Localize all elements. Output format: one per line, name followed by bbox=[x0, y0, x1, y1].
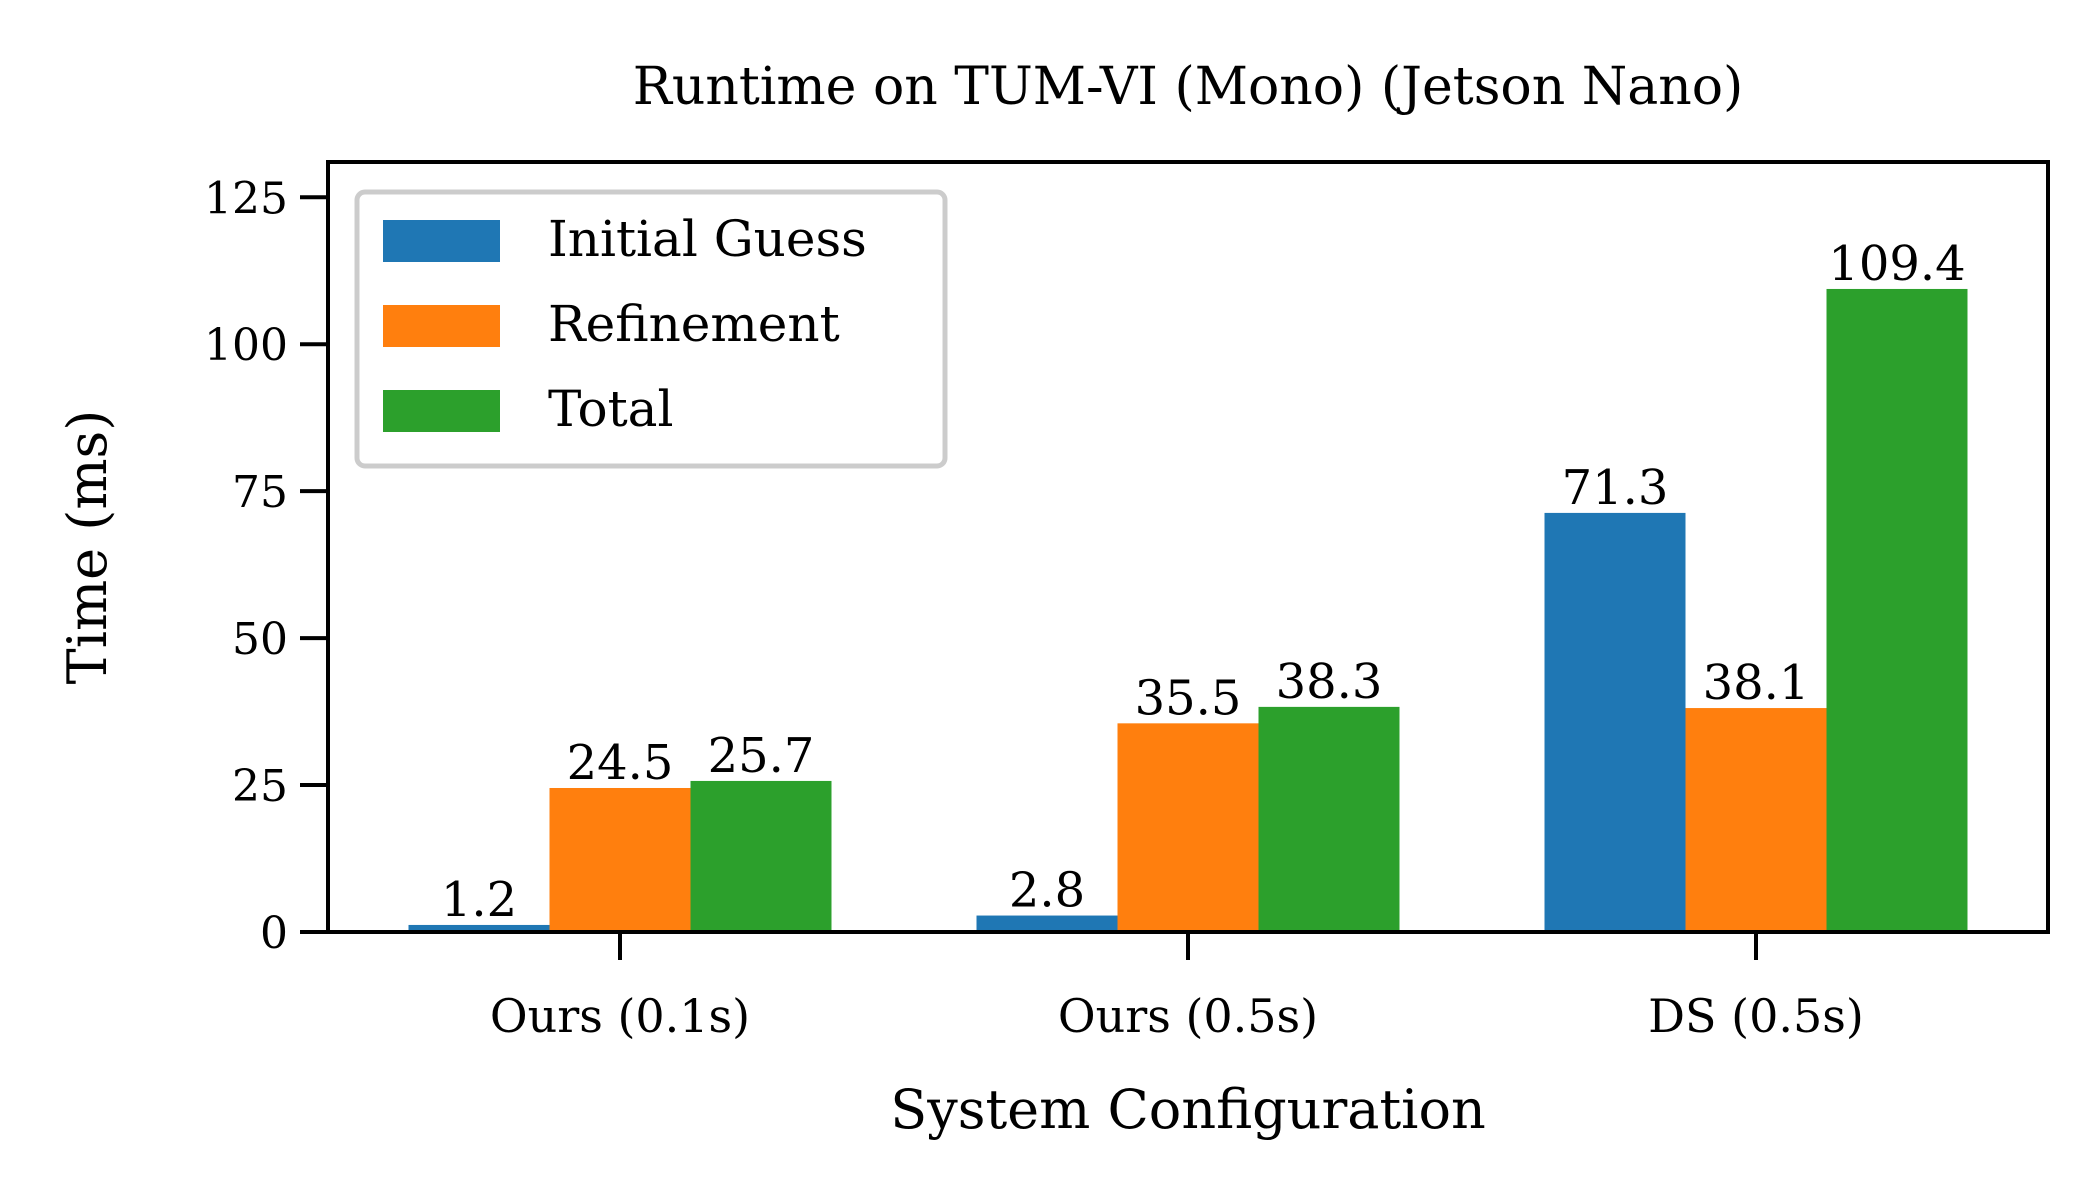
legend-label: Initial Guess bbox=[548, 210, 867, 268]
x-axis: Ours (0.1s) Ours (0.5s) DS (0.5s) bbox=[490, 932, 1864, 1043]
bar bbox=[1117, 723, 1259, 932]
bar-value-label: 38.3 bbox=[1276, 654, 1383, 710]
x-tick-label: DS (0.5s) bbox=[1648, 989, 1864, 1043]
bar-value-label: 35.5 bbox=[1135, 670, 1242, 726]
x-axis-label: System Configuration bbox=[890, 1078, 1485, 1141]
y-tick-label: 100 bbox=[204, 320, 288, 371]
bar-value-label: 38.1 bbox=[1703, 655, 1810, 711]
y-axis: 0 25 50 75 100 125 bbox=[204, 173, 328, 959]
y-axis-label: Time (ms) bbox=[56, 410, 119, 685]
bars-group bbox=[408, 288, 1968, 933]
legend-swatch bbox=[383, 305, 500, 347]
legend-label: Total bbox=[548, 380, 673, 438]
y-tick-label: 0 bbox=[260, 908, 288, 959]
x-tick-label: Ours (0.1s) bbox=[490, 989, 750, 1043]
y-tick-label: 50 bbox=[232, 614, 288, 665]
x-tick-label: Ours (0.5s) bbox=[1058, 989, 1318, 1043]
bar bbox=[1258, 706, 1400, 932]
bar-value-labels: 1.2 2.8 71.3 24.5 35.5 38.1 25.7 38.3 109.4 bbox=[441, 236, 1966, 928]
legend-swatch bbox=[383, 220, 500, 262]
y-tick-label: 25 bbox=[232, 761, 288, 812]
bar bbox=[549, 787, 691, 932]
y-tick-label: 75 bbox=[232, 467, 288, 518]
chart-title: Runtime on TUM-VI (Mono) (Jetson Nano) bbox=[633, 57, 1744, 117]
bar bbox=[1544, 512, 1686, 932]
legend-label: Refinement bbox=[548, 295, 840, 353]
bar-value-label: 24.5 bbox=[567, 735, 674, 791]
bar bbox=[1685, 708, 1827, 932]
bar bbox=[1826, 288, 1968, 933]
bar-value-label: 25.7 bbox=[708, 728, 815, 784]
bar-value-label: 1.2 bbox=[441, 872, 517, 928]
bar-value-label: 2.8 bbox=[1009, 863, 1085, 919]
legend-box bbox=[354, 189, 948, 469]
legend: Initial Guess Refinement Total bbox=[354, 189, 948, 469]
bar-value-label: 71.3 bbox=[1562, 460, 1669, 516]
bar bbox=[690, 780, 832, 932]
legend-swatch bbox=[383, 390, 500, 432]
bar-value-label: 109.4 bbox=[1828, 236, 1965, 292]
plot-frame bbox=[326, 160, 2050, 934]
y-tick-label: 125 bbox=[204, 173, 288, 224]
bar bbox=[408, 924, 550, 932]
bar bbox=[976, 915, 1118, 932]
